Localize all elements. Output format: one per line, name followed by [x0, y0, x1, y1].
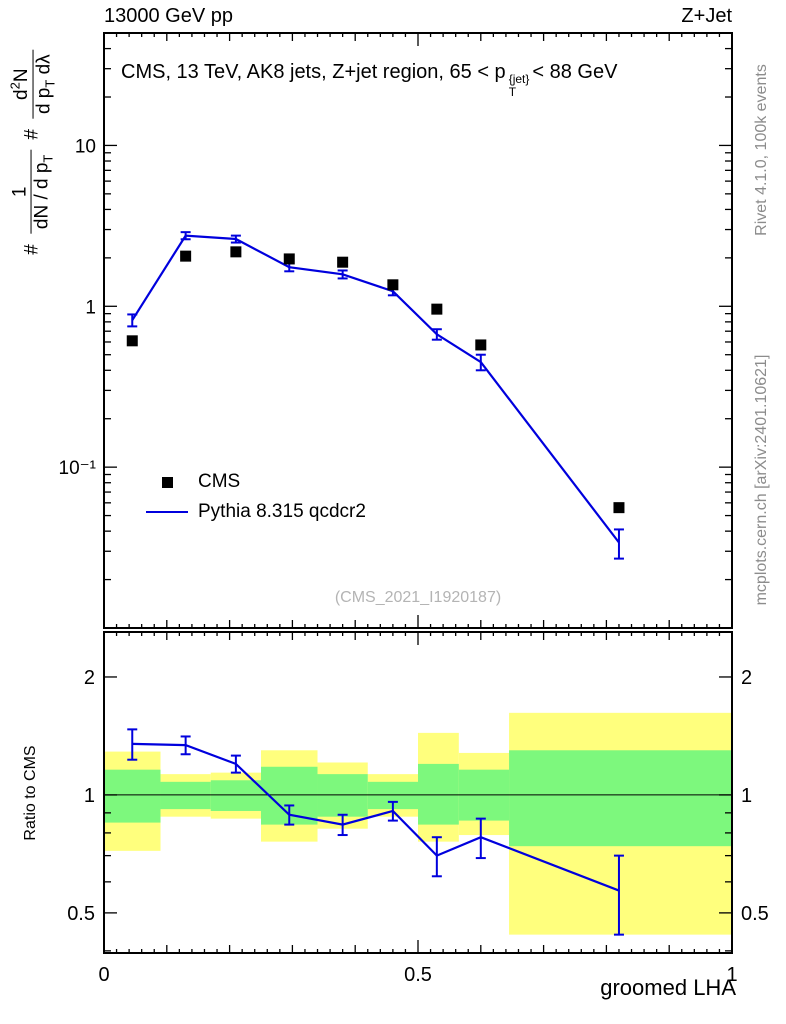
x-tick-label: 1	[726, 964, 737, 986]
ratio-y-tick-label-right: 1	[741, 785, 752, 807]
band-inner	[160, 781, 211, 810]
title-superscript: {jet}	[508, 72, 530, 86]
analysis-id-watermark: (CMS_2021_I1920187)	[334, 589, 502, 606]
main-y-tick-label: 10⁻¹	[59, 458, 97, 479]
x-tick-label: 0	[98, 964, 109, 986]
fraction-numerator: d2N	[7, 68, 32, 100]
ratio-y-tick-label: 1	[84, 785, 95, 807]
cms-data-point	[337, 256, 349, 268]
band-inner	[104, 769, 161, 823]
legend-label-pythia: Pythia 8.315 qcdcr2	[198, 501, 366, 522]
legend-marker-square	[161, 476, 173, 488]
cms-data-point	[126, 335, 138, 347]
legend-item-cms: CMS	[146, 467, 366, 497]
ratio-y-tick-label: 0.5	[67, 903, 95, 925]
ratio-y-axis-label: Ratio to CMS	[22, 745, 39, 841]
pt-jet-stack: {jet} T	[509, 73, 530, 98]
pythia-line-icon	[146, 511, 188, 513]
main-axis-ticks: 10 1 10⁻¹	[59, 32, 733, 629]
ratio-uncertainty-bands	[104, 712, 732, 935]
cms-data-point	[230, 246, 242, 258]
cms-data-point	[613, 502, 625, 514]
legend: CMS Pythia 8.315 qcdcr2	[146, 467, 366, 527]
legend-label-cms: CMS	[198, 471, 241, 492]
ratio-y-tick-label-right: 0.5	[741, 903, 769, 925]
rivet-version-note: Rivet 4.1.0, 100k events	[753, 64, 770, 236]
fraction-numerator: 1	[9, 186, 31, 198]
cms-data-point	[475, 339, 487, 351]
plot-title: CMS, 13 TeV, AK8 jets, Z+jet region, 65 …	[121, 61, 617, 98]
main-frame	[103, 32, 733, 629]
title-text-end: < 88 GeV	[532, 61, 618, 83]
mcplots-arxiv-note: mcplots.cern.ch [arXiv:2401.10621]	[753, 354, 770, 606]
beam-energy-label: 13000 GeV pp	[104, 5, 233, 27]
fraction-denominator: dN / d pT	[30, 149, 57, 235]
cms-data-point	[431, 303, 443, 315]
title-subscript: T	[508, 84, 517, 99]
fraction-one-over-dndpt: 1 dN / d pT	[9, 149, 57, 235]
title-text: CMS, 13 TeV, AK8 jets, Z+jet region, 65 …	[121, 61, 506, 83]
legend-marker-line	[146, 511, 188, 513]
fraction-denominator: d pT dλ	[32, 49, 58, 120]
cms-marker-icon	[146, 476, 188, 488]
band-inner	[509, 750, 732, 847]
ratio-y-tick-label: 2	[84, 667, 95, 689]
band-inner	[418, 763, 459, 825]
cms-data-point	[180, 250, 192, 262]
ratio-y-tick-label-right: 2	[741, 667, 752, 689]
hash-symbol: #	[22, 129, 43, 140]
main-y-axis-label: # 1 dN / d pT # d2N d pT dλ	[7, 49, 58, 255]
main-y-tick-label: 10	[75, 136, 96, 157]
process-label: Z+Jet	[681, 5, 732, 27]
main-series	[126, 231, 625, 560]
hash-symbol: #	[22, 244, 43, 255]
x-axis-label: groomed LHA	[600, 975, 736, 1000]
ratio-frame	[103, 631, 733, 954]
fraction-d2n: d2N d pT dλ	[7, 49, 58, 120]
cms-data-point	[387, 279, 399, 291]
cms-data-point	[283, 253, 295, 265]
main-y-tick-label: 1	[85, 297, 96, 318]
x-tick-label: 0.5	[404, 964, 432, 986]
ratio-series	[127, 728, 624, 936]
legend-item-pythia: Pythia 8.315 qcdcr2	[146, 497, 366, 527]
band-inner	[210, 780, 261, 811]
